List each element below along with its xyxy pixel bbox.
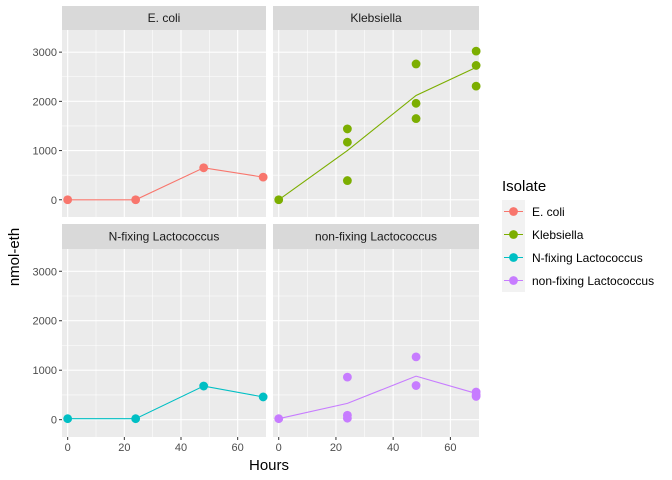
data-point-klebsiella bbox=[471, 81, 481, 91]
data-point-klebsiella bbox=[342, 137, 352, 147]
y-tick-label: 1000 bbox=[33, 365, 57, 377]
data-point-klebsiella bbox=[274, 195, 284, 205]
data-point-non-fixing-lactococcus bbox=[342, 413, 352, 423]
data-point-klebsiella bbox=[342, 176, 352, 185]
y-tick-label: 2000 bbox=[33, 96, 57, 108]
data-point-klebsiella bbox=[471, 46, 481, 56]
panel-non-fixing-lactococcus: non-fixing Lactococcus 0 20 40 60 bbox=[273, 224, 481, 454]
panel-background bbox=[62, 30, 266, 217]
data-point-n-fixing-lactococcus bbox=[63, 414, 73, 424]
strip-klebsiella bbox=[273, 6, 479, 30]
series-line-e-coli bbox=[67, 167, 264, 201]
data-point-n-fixing-lactococcus bbox=[131, 414, 141, 424]
panel-background bbox=[62, 249, 266, 437]
x-tick-label: 0 bbox=[276, 442, 282, 454]
data-point-e-coli bbox=[63, 195, 73, 205]
strip-label-e-coli: E. coli bbox=[148, 11, 181, 25]
strip-non-fixing-lactococcus bbox=[273, 224, 479, 249]
strip-n-fixing-lactococcus bbox=[62, 224, 266, 249]
strip-label-klebsiella: Klebsiella bbox=[350, 11, 402, 25]
x-tick-label: 60 bbox=[444, 442, 456, 454]
data-point-klebsiella bbox=[342, 124, 352, 134]
y-tick-label: 0 bbox=[51, 195, 57, 207]
strip-label-non-fixing-lactococcus: non-fixing Lactococcus bbox=[315, 230, 437, 244]
x-tick-label: 20 bbox=[330, 442, 342, 454]
x-axis-title: Hours bbox=[249, 457, 289, 474]
strip-e-coli bbox=[62, 6, 266, 30]
y-tick-label: 0 bbox=[51, 415, 57, 427]
y-axis-title: nmol-eth bbox=[6, 228, 23, 286]
x-tick-label: 60 bbox=[232, 442, 244, 454]
y-tick-label: 1000 bbox=[33, 146, 57, 158]
data-point-non-fixing-lactococcus bbox=[411, 381, 421, 390]
legend-title: Isolate bbox=[502, 178, 546, 195]
y-tick-label: 3000 bbox=[33, 266, 57, 278]
legend-label-klebsiella: Klebsiella bbox=[532, 228, 584, 242]
y-tick-label: 2000 bbox=[33, 316, 57, 328]
data-point-e-coli bbox=[258, 172, 268, 182]
panel-background bbox=[273, 30, 479, 217]
series-line-klebsiella bbox=[278, 66, 477, 201]
legend: E. coli Klebsiella N-fixing Lactococcus non… bbox=[502, 200, 654, 292]
legend-label-e-coli: E. coli bbox=[532, 205, 565, 219]
series-line-n-fixing-lactococcus bbox=[67, 385, 264, 420]
data-point-klebsiella bbox=[411, 114, 421, 123]
legend-point-n-fixing-lactococcus bbox=[509, 253, 518, 262]
data-point-e-coli bbox=[131, 195, 141, 205]
panel-n-fixing-lactococcus: N-fixing Lactococcus 0 1000 2000 3000 0 20 40 60 bbox=[33, 224, 268, 454]
data-point-non-fixing-lactococcus bbox=[342, 372, 352, 382]
legend-point-klebsiella bbox=[509, 230, 518, 239]
series-line-non-fixing-lactococcus bbox=[278, 375, 477, 420]
legend-label-n-fixing-lactococcus: N-fixing Lactococcus bbox=[532, 251, 643, 265]
data-point-non-fixing-lactococcus bbox=[274, 414, 284, 424]
legend-point-non-fixing-lactococcus bbox=[509, 276, 518, 285]
data-point-klebsiella bbox=[471, 61, 481, 70]
data-point-klebsiella bbox=[411, 59, 421, 69]
x-tick-label: 20 bbox=[118, 442, 130, 454]
legend-label-non-fixing-lactococcus: non-fixing Lactococcus bbox=[532, 274, 654, 288]
data-point-non-fixing-lactococcus bbox=[411, 352, 421, 362]
data-point-n-fixing-lactococcus bbox=[199, 381, 209, 391]
x-tick-label: 40 bbox=[175, 442, 187, 454]
panel-klebsiella: Klebsiella bbox=[273, 6, 481, 217]
strip-label-n-fixing-lactococcus: N-fixing Lactococcus bbox=[109, 230, 220, 244]
panel-background bbox=[273, 249, 479, 437]
data-point-e-coli bbox=[199, 163, 209, 173]
data-point-non-fixing-lactococcus bbox=[471, 392, 481, 401]
data-point-klebsiella bbox=[411, 98, 421, 108]
x-tick-label: 0 bbox=[65, 442, 71, 454]
y-tick-label: 3000 bbox=[33, 47, 57, 59]
data-point-n-fixing-lactococcus bbox=[258, 392, 268, 402]
legend-point-e-coli bbox=[509, 207, 518, 216]
x-tick-label: 40 bbox=[387, 442, 399, 454]
panel-e-coli: E. coli 0 1000 2000 3000 bbox=[33, 6, 268, 217]
